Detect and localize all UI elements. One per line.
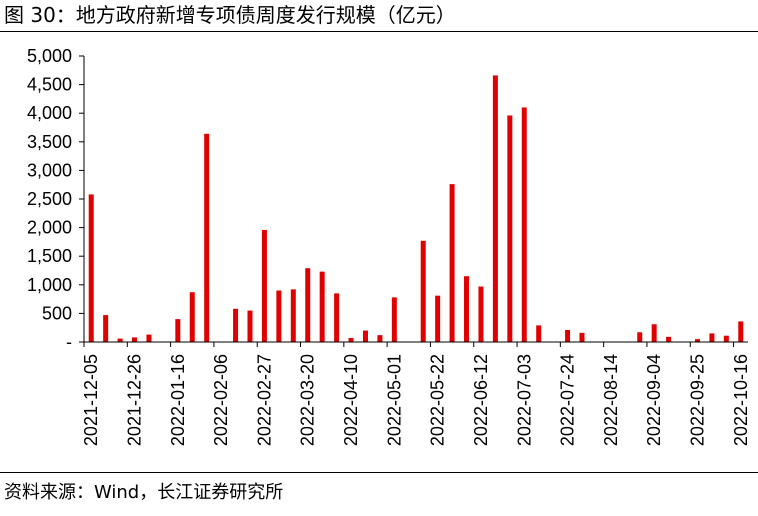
bar	[435, 295, 441, 342]
x-tick-label: 2022-09-25	[687, 354, 707, 446]
bar	[146, 334, 152, 342]
bar	[319, 271, 325, 342]
y-tick-label: 3,500	[27, 132, 72, 152]
bar	[334, 293, 340, 342]
x-tick-label: 2021-12-05	[81, 354, 101, 446]
y-tick-label: 3,000	[27, 160, 72, 180]
bar	[377, 335, 383, 342]
bar	[651, 324, 657, 342]
bar	[694, 339, 700, 342]
bar	[521, 107, 527, 342]
bar	[478, 286, 484, 342]
y-tick-label: 500	[42, 303, 72, 323]
x-tick-label: 2022-06-12	[471, 354, 491, 446]
x-tick-label: 2022-05-01	[384, 354, 404, 446]
x-tick-label: 2022-08-14	[601, 354, 621, 446]
x-tick-label: 2022-02-06	[211, 354, 231, 446]
bar	[637, 332, 643, 342]
bar	[132, 337, 138, 342]
bar	[738, 321, 744, 342]
y-tick-label: 5,000	[27, 46, 72, 66]
bar-series	[88, 75, 744, 343]
y-tick-label: 2,000	[27, 218, 72, 238]
bar	[420, 240, 426, 342]
x-tick-label: 2022-09-04	[644, 354, 664, 446]
bar	[233, 308, 239, 342]
figure-title: 图 30：地方政府新增专项债周度发行规模（亿元）	[4, 3, 456, 27]
x-tick-label: 2022-07-03	[514, 354, 534, 446]
bar	[709, 333, 715, 342]
bar	[103, 315, 109, 342]
bar-chart: - 500 1,000 1,500 2,000 2,500 3,000 3,500 4,000 4…	[27, 46, 751, 446]
bar	[175, 319, 181, 342]
bar	[579, 332, 585, 342]
bar	[305, 268, 311, 342]
bar	[189, 292, 195, 342]
x-tick-label: 2022-01-16	[168, 354, 188, 446]
x-tick-label: 2022-03-20	[298, 354, 318, 446]
bar	[204, 133, 210, 342]
bar	[247, 310, 253, 342]
bar	[565, 329, 571, 342]
bar	[666, 336, 672, 342]
x-tick-label: 2022-07-24	[558, 354, 578, 446]
bar	[492, 75, 498, 342]
bar	[290, 289, 296, 342]
y-tick-label: 1,000	[27, 275, 72, 295]
x-tick-label: 2022-10-16	[731, 354, 751, 446]
bar	[261, 229, 267, 342]
bar	[723, 335, 729, 342]
x-tick-label: 2022-05-22	[428, 354, 448, 446]
y-tick-label: 4,500	[27, 75, 72, 95]
x-tick-label: 2021-12-26	[125, 354, 145, 446]
bar	[348, 338, 354, 342]
x-tick-label: 2022-02-27	[254, 354, 274, 446]
y-tick-label: 2,500	[27, 189, 72, 209]
bar	[391, 297, 397, 342]
bar	[536, 325, 542, 342]
bar	[362, 330, 368, 342]
bar	[276, 290, 282, 342]
bar	[88, 194, 94, 342]
y-tick-label: 1,500	[27, 246, 72, 266]
source-divider	[0, 472, 758, 473]
x-tick-label: 2022-04-10	[341, 354, 361, 446]
bar	[507, 115, 513, 343]
x-axis: 2021-12-05 2021-12-26 2022-01-16 2022-02-06…	[81, 341, 751, 446]
bar	[117, 338, 123, 342]
source-note: 资料来源：Wind，长江证券研究所	[4, 482, 284, 503]
y-axis: - 500 1,000 1,500 2,000 2,500 3,000 3,500 4,000 4…	[27, 46, 85, 352]
bar	[449, 184, 455, 342]
bar	[464, 276, 470, 342]
title-divider	[0, 31, 758, 32]
y-tick-label: -	[66, 332, 72, 352]
y-tick-label: 4,000	[27, 103, 72, 123]
